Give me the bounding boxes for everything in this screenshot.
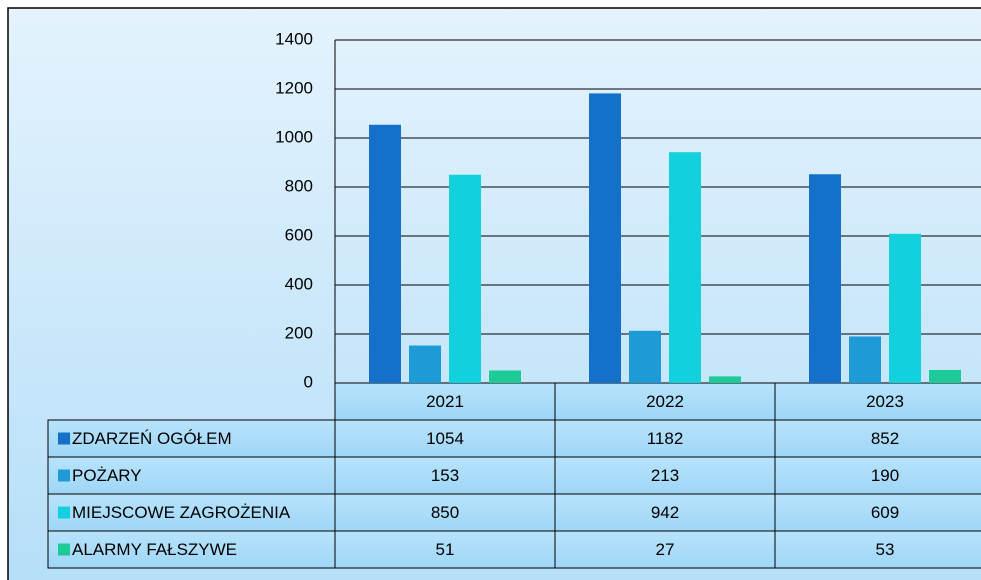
bar bbox=[889, 233, 921, 383]
legend-label: POŻARY bbox=[72, 466, 142, 485]
table-cell bbox=[554, 456, 776, 495]
y-tick-label: 1200 bbox=[275, 78, 313, 97]
legend-swatch bbox=[58, 543, 70, 556]
table-value: 51 bbox=[436, 540, 455, 559]
table-value: 213 bbox=[651, 466, 679, 485]
legend-swatch bbox=[58, 432, 70, 445]
table-value: 942 bbox=[651, 503, 679, 522]
bar bbox=[809, 174, 841, 383]
table-cell bbox=[334, 456, 556, 495]
table-cell bbox=[774, 493, 981, 532]
table-value: 1182 bbox=[647, 429, 684, 448]
bar bbox=[709, 376, 741, 383]
table-value: 190 bbox=[871, 466, 899, 485]
table-cell bbox=[47, 493, 336, 532]
table-value: 27 bbox=[656, 540, 675, 559]
table-value: 609 bbox=[871, 503, 899, 522]
y-tick-label: 600 bbox=[285, 225, 313, 244]
table-cell bbox=[774, 419, 981, 458]
y-tick-label: 200 bbox=[285, 323, 313, 342]
table-value: 1054 bbox=[426, 429, 464, 448]
table-cell bbox=[334, 493, 556, 532]
table-cell bbox=[334, 419, 556, 458]
category-label: 2022 bbox=[646, 392, 684, 411]
table-cell bbox=[554, 493, 776, 532]
legend-swatch bbox=[58, 506, 70, 519]
bar bbox=[849, 336, 881, 383]
legend-label: ALARMY FAŁSZYWE bbox=[72, 540, 237, 559]
table-value: 850 bbox=[431, 503, 459, 522]
table-cell bbox=[554, 530, 776, 569]
bar bbox=[589, 93, 621, 383]
y-tick-label: 1400 bbox=[275, 29, 313, 48]
table-cell bbox=[334, 382, 556, 421]
bar bbox=[449, 174, 481, 383]
table-cell bbox=[774, 382, 981, 421]
table-cell bbox=[47, 530, 336, 569]
category-label: 2021 bbox=[426, 392, 464, 411]
y-tick-label: 800 bbox=[285, 176, 313, 195]
legend-label: MIEJSCOWE ZAGROŻENIA bbox=[72, 503, 291, 522]
bar bbox=[369, 124, 401, 384]
table-value: 153 bbox=[431, 466, 459, 485]
bar bbox=[489, 370, 521, 383]
y-tick-label: 0 bbox=[304, 372, 313, 391]
bar bbox=[929, 370, 961, 383]
legend-label: ZDARZEŃ OGÓŁEM bbox=[72, 429, 232, 448]
bar bbox=[409, 345, 441, 383]
y-tick-label: 400 bbox=[285, 274, 313, 293]
y-tick-label: 1000 bbox=[275, 127, 313, 146]
table-cell bbox=[554, 382, 776, 421]
table-cell bbox=[774, 530, 981, 569]
bar bbox=[629, 330, 661, 383]
bar bbox=[669, 152, 701, 383]
table-cell bbox=[774, 456, 981, 495]
table-value: 53 bbox=[876, 540, 895, 559]
table-cell bbox=[554, 419, 776, 458]
legend-swatch bbox=[58, 469, 70, 482]
category-label: 2023 bbox=[866, 392, 904, 411]
table-value: 852 bbox=[871, 429, 899, 448]
